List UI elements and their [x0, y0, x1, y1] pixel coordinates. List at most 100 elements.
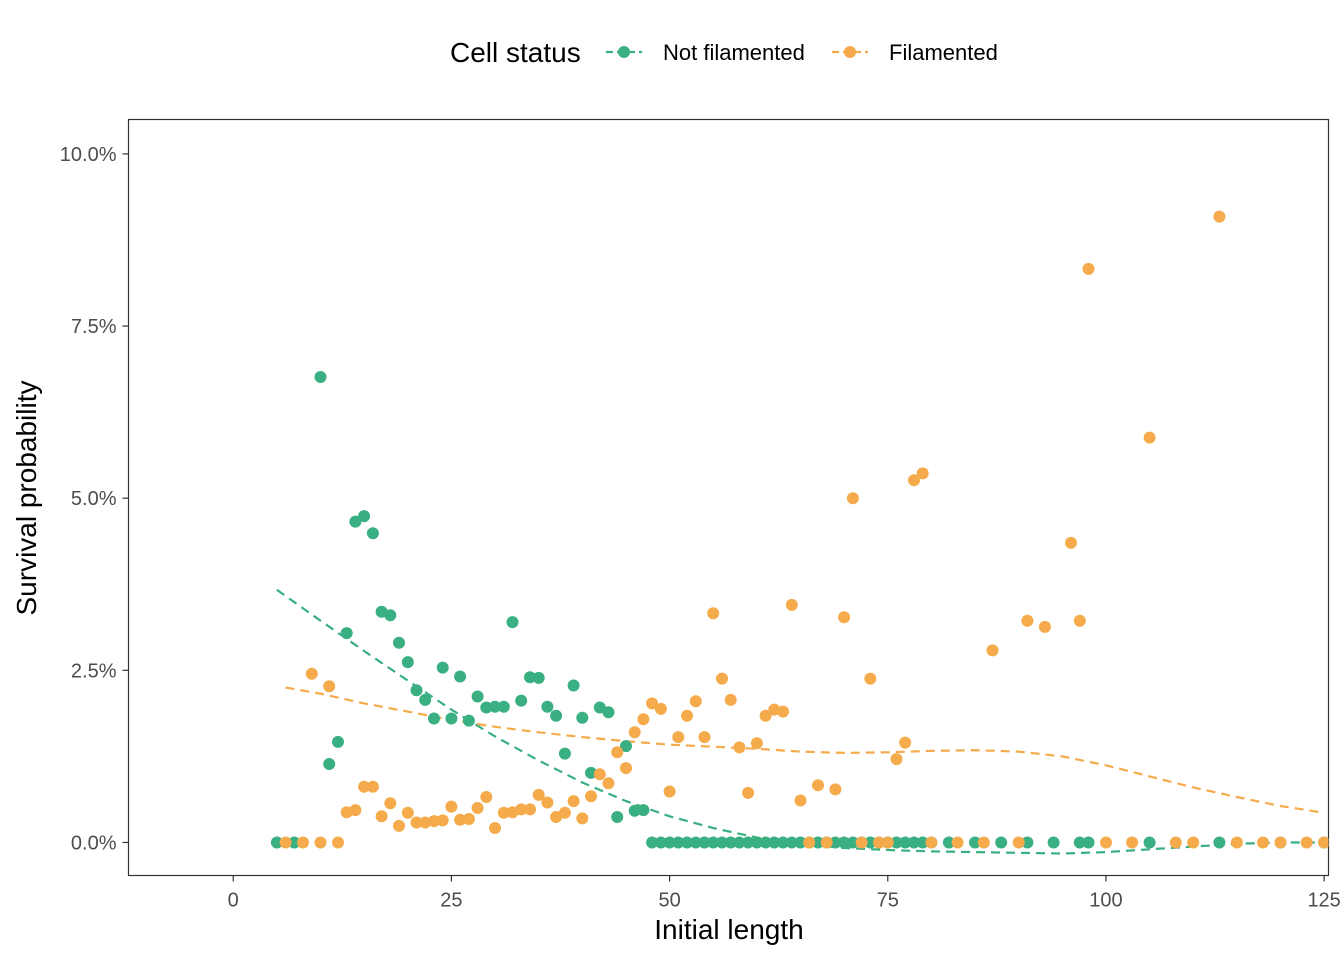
data-point: [480, 701, 493, 714]
data-point: [323, 680, 336, 693]
data-point: [1143, 431, 1156, 444]
data-point: [305, 667, 318, 680]
data-point: [532, 671, 545, 684]
legend-label: Not filamented: [663, 40, 805, 65]
y-axis: 0.0% 2.5% 5.0% 7.5% 10.0%: [60, 144, 129, 854]
data-point: [471, 802, 484, 814]
data-point: [576, 711, 589, 724]
data-point: [881, 836, 894, 849]
data-point: [524, 671, 536, 684]
data-point: [419, 816, 432, 829]
data-point: [1012, 836, 1025, 849]
data-point: [454, 813, 467, 826]
data-point: [1143, 836, 1156, 849]
data-point: [1021, 614, 1034, 627]
data-point: [297, 836, 309, 849]
data-point: [489, 700, 501, 713]
data-point: [1230, 836, 1243, 849]
data-point: [794, 836, 807, 849]
data-point: [942, 836, 955, 849]
legend-entry: Not filamented: [606, 40, 805, 65]
x-axis: 0 25 50 75 100 125: [228, 875, 1341, 912]
data-point: [358, 780, 371, 793]
data-point: [1126, 836, 1139, 849]
data-point: [1213, 210, 1226, 223]
data-point: [794, 794, 807, 807]
data-point: [1100, 836, 1112, 849]
data-point: [410, 816, 423, 829]
legend-label: Filamented: [889, 40, 998, 65]
data-point: [663, 836, 676, 849]
data-point: [393, 636, 405, 649]
data-point: [838, 611, 851, 624]
data-point: [707, 607, 720, 620]
data-point: [969, 836, 981, 849]
data-point: [646, 836, 659, 849]
data-point: [890, 753, 903, 766]
data-point: [349, 804, 362, 817]
data-point: [829, 836, 842, 849]
data-point: [1082, 262, 1095, 275]
data-point: [585, 766, 597, 779]
legend-title: Cell status: [450, 37, 581, 68]
data-point: [550, 709, 563, 722]
data-point: [803, 836, 816, 849]
data-point: [611, 746, 624, 759]
data-point: [829, 783, 842, 796]
data-point: [419, 693, 432, 706]
data-point: [724, 836, 737, 849]
data-point: [951, 836, 964, 849]
data-point: [541, 796, 554, 809]
data-point: [567, 795, 580, 808]
data-point: [733, 836, 746, 849]
x-axis-title: Initial length: [654, 914, 803, 945]
data-points: [270, 210, 1329, 849]
data-point: [864, 836, 877, 849]
data-point: [698, 836, 711, 849]
data-point: [524, 803, 536, 816]
data-point: [323, 758, 336, 770]
data-point: [672, 731, 685, 744]
data-point: [768, 836, 781, 849]
x-tick-label: 0: [228, 890, 239, 912]
data-point: [846, 492, 859, 505]
data-point: [1213, 836, 1226, 849]
data-point: [733, 741, 746, 754]
data-point: [812, 836, 824, 849]
data-point: [445, 800, 458, 813]
data-point: [497, 806, 510, 819]
data-point: [1082, 836, 1095, 849]
data-point: [1038, 620, 1051, 633]
y-tick-label: 10.0%: [60, 144, 117, 166]
data-point: [750, 836, 763, 849]
data-point: [777, 836, 789, 849]
data-point: [375, 810, 388, 823]
data-point: [480, 791, 493, 803]
data-point: [925, 836, 938, 849]
data-point: [637, 804, 650, 817]
data-point: [462, 714, 475, 727]
data-point: [366, 780, 379, 793]
data-point: [340, 627, 353, 640]
data-point: [393, 819, 405, 832]
data-point: [462, 813, 475, 825]
data-point: [759, 836, 772, 849]
data-point: [716, 836, 728, 849]
data-point: [785, 836, 798, 849]
data-point: [497, 700, 510, 713]
data-point: [454, 670, 467, 683]
data-point: [759, 709, 772, 722]
data-point: [995, 836, 1008, 849]
data-point: [585, 790, 597, 803]
data-point: [401, 806, 414, 819]
data-point: [515, 694, 528, 707]
data-point: [576, 812, 589, 825]
data-point: [864, 672, 877, 685]
x-tick-label: 75: [877, 890, 899, 912]
legend-key-point: [618, 46, 630, 58]
data-point: [314, 371, 327, 383]
data-point: [532, 788, 545, 801]
data-point: [1073, 614, 1086, 627]
data-point: [1047, 836, 1060, 849]
data-point: [1318, 836, 1329, 849]
